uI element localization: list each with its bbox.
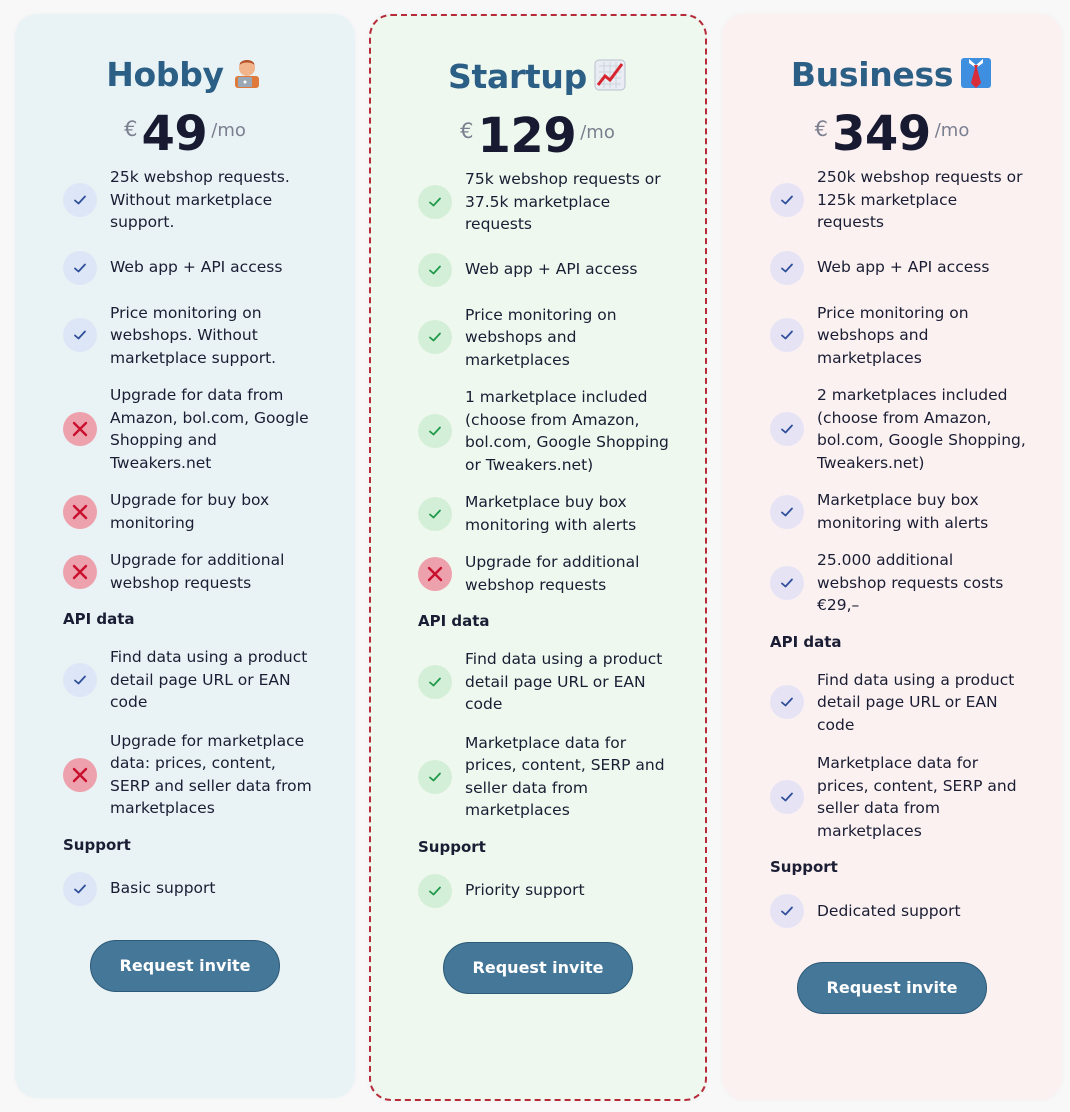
feature-row: Upgrade for buy box monitoring <box>63 489 355 534</box>
plan-title: Startup <box>370 56 705 98</box>
feature-row: Web app + API access <box>770 250 1062 285</box>
plan-card-business: Business €349/mo 250k webshop requests o… <box>722 14 1062 1100</box>
feature-row: Upgrade for data from Amazon, bol.com, G… <box>63 384 355 474</box>
feature-row: Web app + API access <box>418 252 705 287</box>
check-icon <box>63 182 97 217</box>
chart-increasing-icon <box>593 58 627 102</box>
plan-card-startup: Startup €129/mo 75k webshop requests or … <box>369 14 707 1101</box>
check-icon <box>418 664 452 699</box>
plan-price: €129/mo <box>460 108 615 164</box>
check-icon <box>770 494 804 529</box>
feature-row: Upgrade for marketplace data: prices, co… <box>63 730 355 820</box>
request-invite-button[interactable]: Request invite <box>90 939 280 992</box>
plan-title: Hobby <box>15 54 355 96</box>
feature-row: Find data using a product detail page UR… <box>770 669 1062 737</box>
check-icon <box>770 250 804 285</box>
feature-row: 2 marketplaces included (choose from Ama… <box>770 384 1062 474</box>
section-label-support: Support <box>63 835 131 854</box>
check-icon <box>770 565 804 600</box>
feature-row: Marketplace buy box monitoring with aler… <box>770 489 1062 534</box>
feature-row: Marketplace data for prices, content, SE… <box>418 732 705 822</box>
check-icon <box>770 894 804 928</box>
section-label-support: Support <box>770 858 838 876</box>
check-icon <box>63 662 97 697</box>
section-label-api: API data <box>63 610 135 628</box>
feature-row: 1 marketplace included (choose from Amaz… <box>418 386 705 476</box>
request-invite-button[interactable]: Request invite <box>797 962 987 1014</box>
check-icon <box>770 318 804 353</box>
check-icon <box>770 412 804 446</box>
check-icon <box>418 252 452 287</box>
cross-icon <box>418 556 452 591</box>
check-icon <box>770 685 804 720</box>
cross-icon <box>63 494 97 529</box>
feature-row: Dedicated support <box>770 894 1062 928</box>
feature-row: Find data using a product detail page UR… <box>418 648 705 716</box>
feature-row: Priority support <box>418 873 705 908</box>
cross-icon <box>63 412 97 446</box>
cross-icon <box>63 554 97 589</box>
feature-row: 25.000 additional webshop requests costs… <box>770 549 1062 617</box>
feature-row: Find data using a product detail page UR… <box>63 646 355 714</box>
plan-price: €349/mo <box>814 106 970 162</box>
request-invite-button[interactable]: Request invite <box>443 941 633 994</box>
check-icon <box>63 871 97 906</box>
check-icon <box>770 780 804 814</box>
check-icon <box>63 318 97 353</box>
plan-price: €49/mo <box>124 106 246 162</box>
check-icon <box>418 320 452 355</box>
check-icon <box>418 184 452 219</box>
feature-list: 250k webshop requests or 125k marketplac… <box>770 166 1062 928</box>
feature-list: 75k webshop requests or 37.5k marketplac… <box>418 168 705 908</box>
check-icon <box>418 759 452 794</box>
check-icon <box>418 496 452 531</box>
feature-row: 25k webshop requests. Without marketplac… <box>63 166 355 234</box>
feature-row: Price monitoring on webshops. Without ma… <box>63 302 355 370</box>
feature-row: 75k webshop requests or 37.5k marketplac… <box>418 168 705 236</box>
feature-row: Web app + API access <box>63 250 355 285</box>
check-icon <box>418 414 452 448</box>
feature-list: 25k webshop requests. Without marketplac… <box>63 166 355 906</box>
feature-row: Marketplace buy box monitoring with aler… <box>418 491 705 536</box>
section-label-api: API data <box>770 632 842 651</box>
feature-row: 250k webshop requests or 125k marketplac… <box>770 166 1062 234</box>
necktie-icon <box>959 56 993 100</box>
section-label-api: API data <box>418 612 490 630</box>
check-icon <box>770 182 804 217</box>
feature-row: Price monitoring on webshops and marketp… <box>418 304 705 372</box>
plan-title: Business <box>722 54 1062 96</box>
feature-row: Basic support <box>63 871 355 906</box>
section-label-support: Support <box>418 837 486 856</box>
technologist-icon <box>230 56 264 100</box>
plan-card-hobby: Hobby €49/mo 25k webshop requests. Witho… <box>15 14 355 1098</box>
feature-row: Upgrade for additional webshop requests <box>63 549 355 594</box>
feature-row: Price monitoring on webshops and marketp… <box>770 302 1062 370</box>
check-icon <box>418 873 452 908</box>
cross-icon <box>63 757 97 792</box>
feature-row: Upgrade for additional webshop requests <box>418 551 705 596</box>
feature-row: Marketplace data for prices, content, SE… <box>770 752 1062 842</box>
check-icon <box>63 250 97 285</box>
